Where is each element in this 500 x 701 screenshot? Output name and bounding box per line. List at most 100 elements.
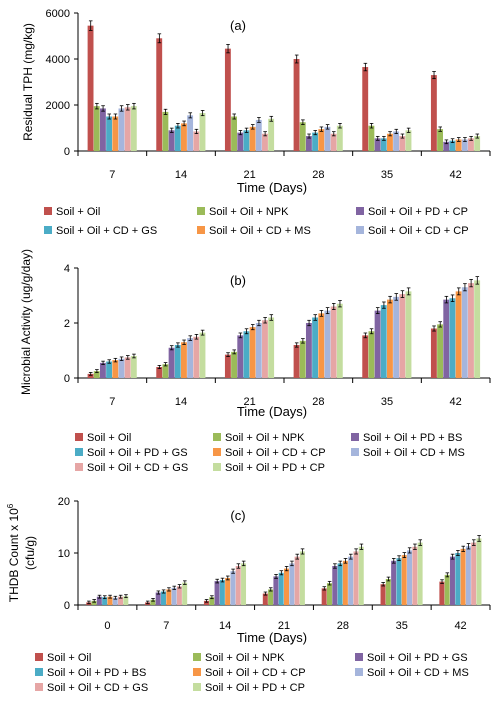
- legend-label: Soil + Oil + PD + BS: [47, 667, 146, 679]
- bar: [268, 317, 275, 378]
- bar: [102, 597, 108, 605]
- bar: [374, 310, 381, 378]
- bar: [460, 548, 466, 605]
- bar: [401, 555, 407, 605]
- bar: [124, 357, 131, 378]
- bar: [293, 59, 300, 151]
- legend-swatch: [75, 448, 83, 456]
- legend-label: Soil + Oil + PD + CP: [225, 462, 325, 474]
- legend-swatch: [35, 653, 43, 661]
- bar: [336, 125, 343, 151]
- bar: [326, 583, 332, 605]
- legend-item: Soil + Oil + PD + GS: [355, 652, 468, 664]
- bar: [444, 574, 450, 605]
- bar: [461, 287, 468, 378]
- bar: [430, 328, 437, 378]
- bar: [166, 589, 172, 605]
- x-tick-label: 21: [244, 169, 256, 181]
- bar: [393, 131, 400, 151]
- legend-item: Soil + Oil + CD + MS: [197, 225, 311, 237]
- bar: [224, 354, 231, 378]
- legend-item: Soil + Oil + PD + CP: [193, 682, 305, 694]
- bar: [124, 107, 131, 151]
- bar: [465, 546, 471, 605]
- bar: [471, 542, 477, 605]
- legend-swatch: [213, 448, 221, 456]
- panel-label: (b): [230, 273, 246, 288]
- legend-swatch: [351, 433, 359, 441]
- bar: [93, 106, 100, 151]
- panel-label: (a): [230, 18, 246, 33]
- legend-swatch: [197, 226, 205, 234]
- bar: [380, 138, 387, 151]
- legend-item: Soil + Oil + PD + GS: [75, 447, 188, 459]
- bar: [176, 586, 182, 605]
- bar: [362, 335, 369, 378]
- x-tick-label: 28: [312, 169, 324, 181]
- bar: [324, 310, 331, 378]
- bar: [439, 581, 445, 605]
- legend-swatch: [44, 207, 52, 215]
- bar: [332, 566, 338, 605]
- y-tick-label: 4000: [46, 54, 70, 66]
- x-tick-label: 7: [109, 396, 115, 408]
- bar: [243, 130, 250, 151]
- legend-item: Soil + Oil + CD + GS: [44, 225, 157, 237]
- bar: [241, 563, 247, 605]
- legend-swatch: [351, 448, 359, 456]
- bar: [118, 596, 124, 605]
- bar: [399, 294, 406, 378]
- bar: [391, 560, 397, 605]
- bar: [231, 351, 238, 378]
- y-axis-title: Microbial Activity (ug/g/day): [19, 249, 33, 395]
- bar: [293, 345, 300, 378]
- x-axis-title: Time (Days): [237, 630, 307, 645]
- bar: [362, 67, 369, 151]
- bar: [162, 364, 169, 378]
- legend-label: Soil + Oil: [56, 206, 100, 218]
- y-tick-label: 2000: [46, 100, 70, 112]
- legend-label: Soil + Oil + CD + GS: [56, 225, 157, 237]
- bar: [268, 118, 275, 151]
- x-tick-label: 42: [454, 620, 466, 632]
- bar: [387, 299, 393, 378]
- bar: [199, 332, 206, 378]
- y-tick-label: 6000: [46, 8, 70, 20]
- legend-item: Soil + Oil + NPK: [197, 206, 289, 218]
- bar: [112, 116, 119, 151]
- legend-swatch: [193, 653, 201, 661]
- bar: [321, 588, 327, 605]
- y-axis-title-text: THDB Count x 10: [7, 508, 21, 602]
- x-axis-title: Time (Days): [237, 404, 307, 419]
- legend-label: Soil + Oil + CD + MS: [363, 447, 465, 459]
- legend-label: Soil + Oil + CD + MS: [209, 225, 311, 237]
- y-tick-label: 0: [64, 373, 70, 385]
- bar: [224, 48, 231, 151]
- bar: [262, 133, 268, 151]
- panel-label: (c): [230, 508, 245, 523]
- bar: [168, 130, 175, 151]
- x-tick-label: 42: [450, 396, 462, 408]
- bar: [455, 553, 461, 605]
- bar: [474, 136, 481, 151]
- bar: [407, 550, 413, 605]
- legend-item: Soil + Oil + CD + CP: [193, 667, 306, 679]
- legend-item: Soil + Oil: [44, 206, 100, 218]
- bar: [353, 551, 359, 605]
- legend-label: Soil + Oil + CD + CP: [225, 447, 326, 459]
- bar: [318, 313, 325, 378]
- bar: [336, 303, 343, 378]
- bar: [443, 141, 450, 151]
- bar: [455, 139, 462, 151]
- bar: [187, 338, 194, 378]
- bar: [268, 589, 274, 605]
- y-axis-title: THDB Count x 106: [6, 503, 21, 602]
- y-axis-title-superscript: 6: [6, 503, 15, 508]
- bar: [182, 582, 188, 605]
- x-tick-label: 42: [450, 169, 462, 181]
- bar: [112, 360, 119, 378]
- bar: [243, 331, 250, 378]
- legend-item: Soil + Oil: [35, 652, 91, 664]
- legend-label: Soil + Oil + PD + BS: [363, 432, 462, 444]
